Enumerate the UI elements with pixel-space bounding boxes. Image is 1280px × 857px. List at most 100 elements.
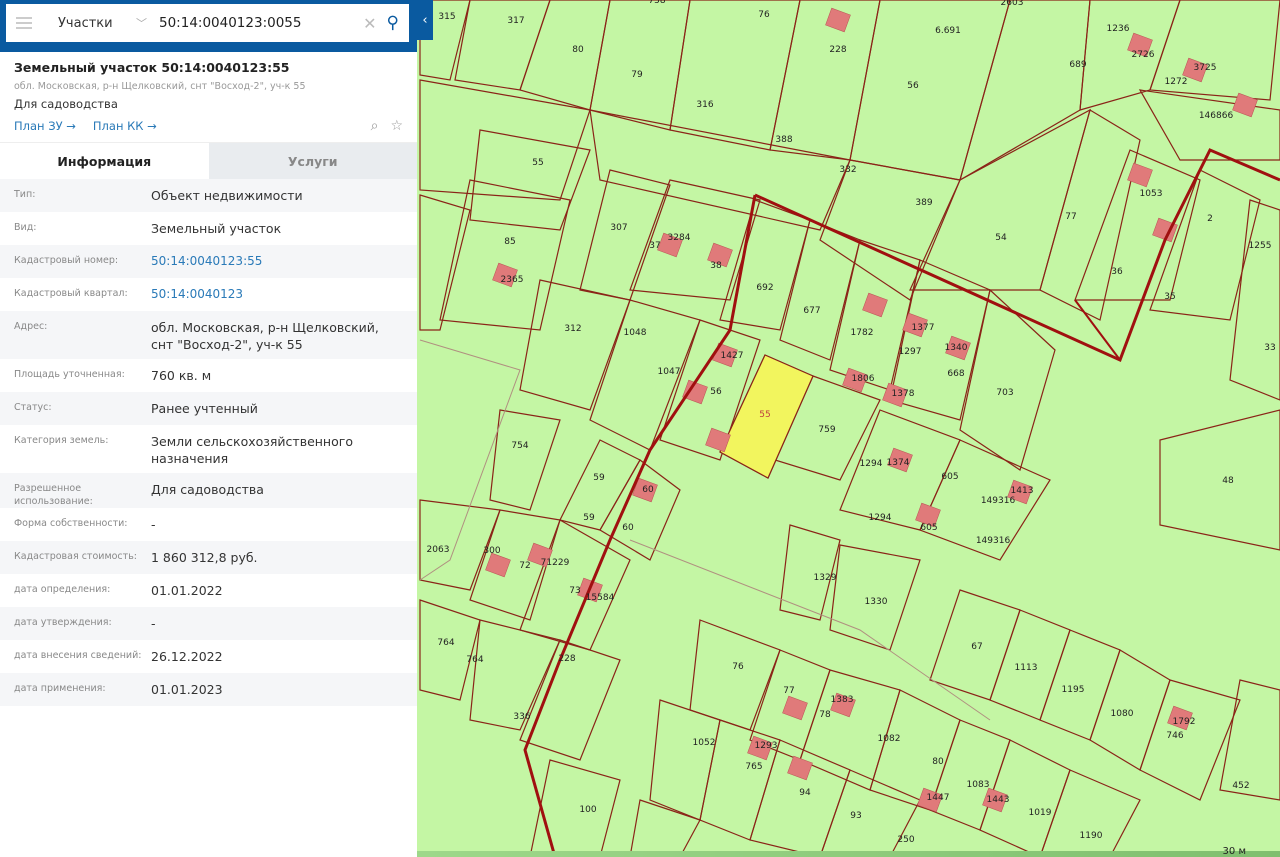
- star-icon[interactable]: ☆: [390, 118, 403, 134]
- parcel[interactable]: [419, 194, 471, 331]
- parcel[interactable]: [869, 689, 961, 811]
- building: [917, 787, 943, 813]
- parcel-label: 55: [759, 410, 770, 420]
- parcel-label: 79: [631, 70, 643, 80]
- parcel[interactable]: [1159, 409, 1280, 551]
- quarter-boundary: [523, 194, 757, 857]
- parcel[interactable]: [889, 259, 991, 421]
- building: [982, 787, 1008, 813]
- info-label: Форма собственности:: [14, 518, 128, 529]
- parcel[interactable]: [629, 799, 701, 857]
- parcel[interactable]: [579, 169, 671, 301]
- parcel-label: 59: [583, 513, 595, 523]
- parcel[interactable]: [629, 179, 761, 301]
- parcel[interactable]: [909, 108, 1091, 291]
- building: [862, 292, 888, 318]
- parcel-label: 389: [915, 198, 932, 208]
- parcel[interactable]: [529, 759, 621, 857]
- parcel[interactable]: [959, 288, 1056, 471]
- info-row: Категория земель: Земли сельскохозяйствен…: [0, 425, 417, 473]
- plan-kk-link[interactable]: План КК →: [92, 119, 157, 133]
- clear-icon[interactable]: ✕: [363, 13, 377, 33]
- search-icon[interactable]: ⚲: [386, 13, 399, 33]
- parcel[interactable]: [589, 299, 701, 451]
- parcel[interactable]: [1039, 109, 1141, 321]
- parcel[interactable]: [819, 159, 961, 301]
- parcel[interactable]: [419, 79, 591, 201]
- parcel[interactable]: [959, 0, 1091, 182]
- parcel[interactable]: [1138, 89, 1280, 161]
- cadastral-map[interactable]: 315 317 758 76 228 6.691 2603 1236 2726 3725 80 79 3…: [417, 0, 1280, 857]
- selected-parcel: [719, 354, 814, 479]
- parcel[interactable]: [519, 519, 631, 651]
- parcel[interactable]: [1219, 679, 1280, 801]
- parcel[interactable]: [719, 199, 811, 331]
- parcel[interactable]: [559, 439, 641, 531]
- parcel-label: 1195: [1062, 685, 1085, 695]
- info-label: дата утверждения:: [14, 617, 112, 628]
- info-value: 01.01.2022: [151, 583, 223, 598]
- parcel[interactable]: [439, 179, 571, 331]
- parcel[interactable]: [599, 459, 681, 561]
- parcel[interactable]: [469, 619, 561, 731]
- parcel-label: 1378: [892, 389, 915, 399]
- parcel[interactable]: [1139, 679, 1241, 801]
- parcel[interactable]: [829, 544, 921, 651]
- parcel[interactable]: [1149, 169, 1261, 321]
- parcel-label: 759: [818, 425, 835, 435]
- parcel[interactable]: [839, 409, 961, 531]
- parcel[interactable]: [659, 319, 761, 461]
- parcel[interactable]: [489, 409, 561, 511]
- parcel[interactable]: [669, 0, 801, 151]
- parcel[interactable]: [779, 524, 841, 621]
- info-value[interactable]: 50:14:0040123: [151, 287, 244, 301]
- info-label: Кадастровый квартал:: [14, 288, 128, 299]
- parcel[interactable]: [469, 509, 561, 621]
- info-value[interactable]: 50:14:0040123:55: [151, 254, 263, 268]
- parcel[interactable]: [1039, 769, 1141, 857]
- collapse-panel-button[interactable]: ‹: [417, 0, 433, 40]
- parcel[interactable]: [799, 669, 901, 791]
- parcel[interactable]: [649, 699, 721, 821]
- parcel[interactable]: [419, 599, 481, 701]
- chevron-down-icon[interactable]: ﹀: [136, 17, 147, 30]
- parcel[interactable]: [689, 619, 781, 731]
- parcel[interactable]: [749, 739, 851, 857]
- parcel-label: 1792: [1173, 717, 1196, 727]
- parcel-label: 100: [579, 805, 596, 815]
- parcel[interactable]: [589, 109, 851, 231]
- menu-icon[interactable]: [16, 17, 32, 29]
- parcel[interactable]: [919, 439, 1051, 561]
- parcel[interactable]: [1149, 0, 1280, 101]
- parcel-label: 668: [947, 369, 964, 379]
- parcel-label: 33: [1264, 343, 1275, 353]
- parcel-label: 71229: [541, 558, 570, 568]
- parcel-label: 2365: [501, 275, 524, 285]
- parcel[interactable]: [589, 0, 691, 131]
- parcel-label: 1329: [814, 573, 837, 583]
- parcel[interactable]: [849, 0, 1011, 181]
- parcel[interactable]: [519, 279, 631, 411]
- tab-services[interactable]: Услуги: [208, 143, 417, 179]
- info-value: Земельный участок: [151, 221, 282, 236]
- tab-information[interactable]: Информация: [0, 143, 209, 179]
- map-canvas[interactable]: 315 317758762286.691260312362726372580793…: [417, 0, 1280, 857]
- search-input[interactable]: 50:14:0040123:0055: [159, 15, 302, 31]
- parcel[interactable]: [1074, 149, 1201, 301]
- parcel[interactable]: [519, 0, 611, 111]
- parcel[interactable]: [469, 129, 591, 231]
- parcel-label: 765: [745, 762, 762, 772]
- parcel-label: 2603: [1001, 0, 1024, 8]
- zoom-to-object-icon[interactable]: ⌕: [370, 118, 379, 134]
- parcel[interactable]: [819, 769, 921, 857]
- layer-select[interactable]: Участки: [58, 15, 113, 31]
- parcel[interactable]: [419, 499, 501, 591]
- parcel[interactable]: [519, 639, 621, 761]
- building: [632, 477, 658, 503]
- parcel[interactable]: [454, 0, 551, 91]
- parcel[interactable]: [1229, 199, 1280, 401]
- parcel[interactable]: [419, 0, 471, 81]
- info-row: Площадь уточненная: 760 кв. м: [0, 359, 417, 392]
- plan-zu-link[interactable]: План ЗУ →: [14, 119, 76, 133]
- parcel-label: 1294: [860, 459, 883, 469]
